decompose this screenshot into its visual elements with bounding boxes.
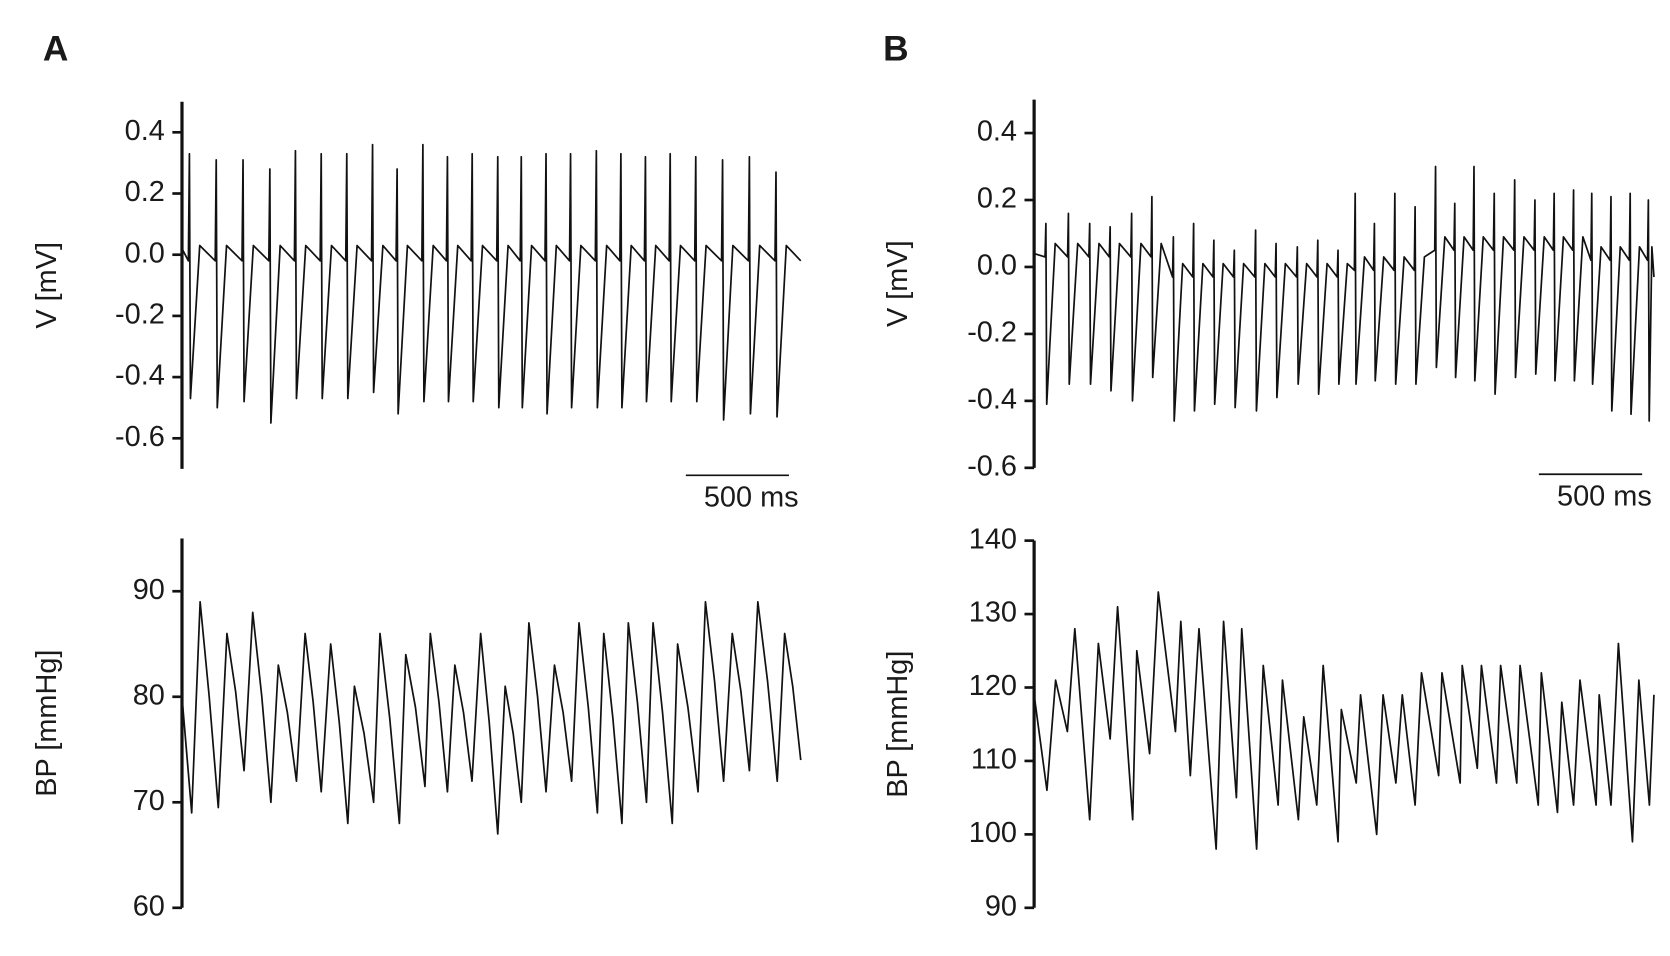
y-tick-label: -0.4 (115, 360, 165, 392)
trace (1033, 165, 1655, 422)
y-axis-label: BP [mmHg] (31, 650, 63, 797)
y-tick-label: 70 (133, 785, 165, 817)
y-tick-label: 0.4 (977, 116, 1017, 148)
panel-label: A (43, 30, 69, 69)
trace (181, 600, 802, 835)
y-tick-label: 130 (969, 597, 1017, 629)
y-axis-label: V [mV] (31, 242, 63, 329)
y-axis-label: BP [mmHg] (882, 651, 914, 798)
y-tick-label: -0.2 (967, 317, 1017, 349)
y-axis-label: V [mV] (882, 240, 914, 327)
y-tick-label: 80 (133, 679, 165, 711)
y-tick-label: -0.6 (115, 421, 165, 453)
y-tick-label: 0.0 (125, 237, 165, 269)
y-tick-label: 60 (133, 890, 165, 922)
panel-label: B (883, 30, 909, 69)
y-tick-label: 0.2 (125, 176, 165, 208)
y-tick-label: -0.2 (115, 299, 165, 331)
y-tick-label: 90 (985, 890, 1017, 922)
y-tick-label: 110 (971, 744, 1017, 776)
trace (181, 143, 802, 424)
y-tick-label: 120 (969, 670, 1017, 702)
y-tick-label: -0.4 (967, 384, 1017, 416)
y-tick-label: 90 (133, 574, 165, 606)
scale-bar-label: 500 ms (1557, 480, 1652, 512)
y-tick-label: 0.0 (977, 250, 1017, 282)
scale-bar-label: 500 ms (704, 482, 799, 514)
y-tick-label: 100 (969, 817, 1017, 849)
y-tick-label: 0.4 (125, 115, 165, 147)
trace (1033, 591, 1655, 850)
y-tick-label: 0.2 (977, 183, 1017, 215)
y-tick-label: 140 (969, 523, 1017, 555)
y-tick-label: -0.6 (967, 450, 1017, 482)
